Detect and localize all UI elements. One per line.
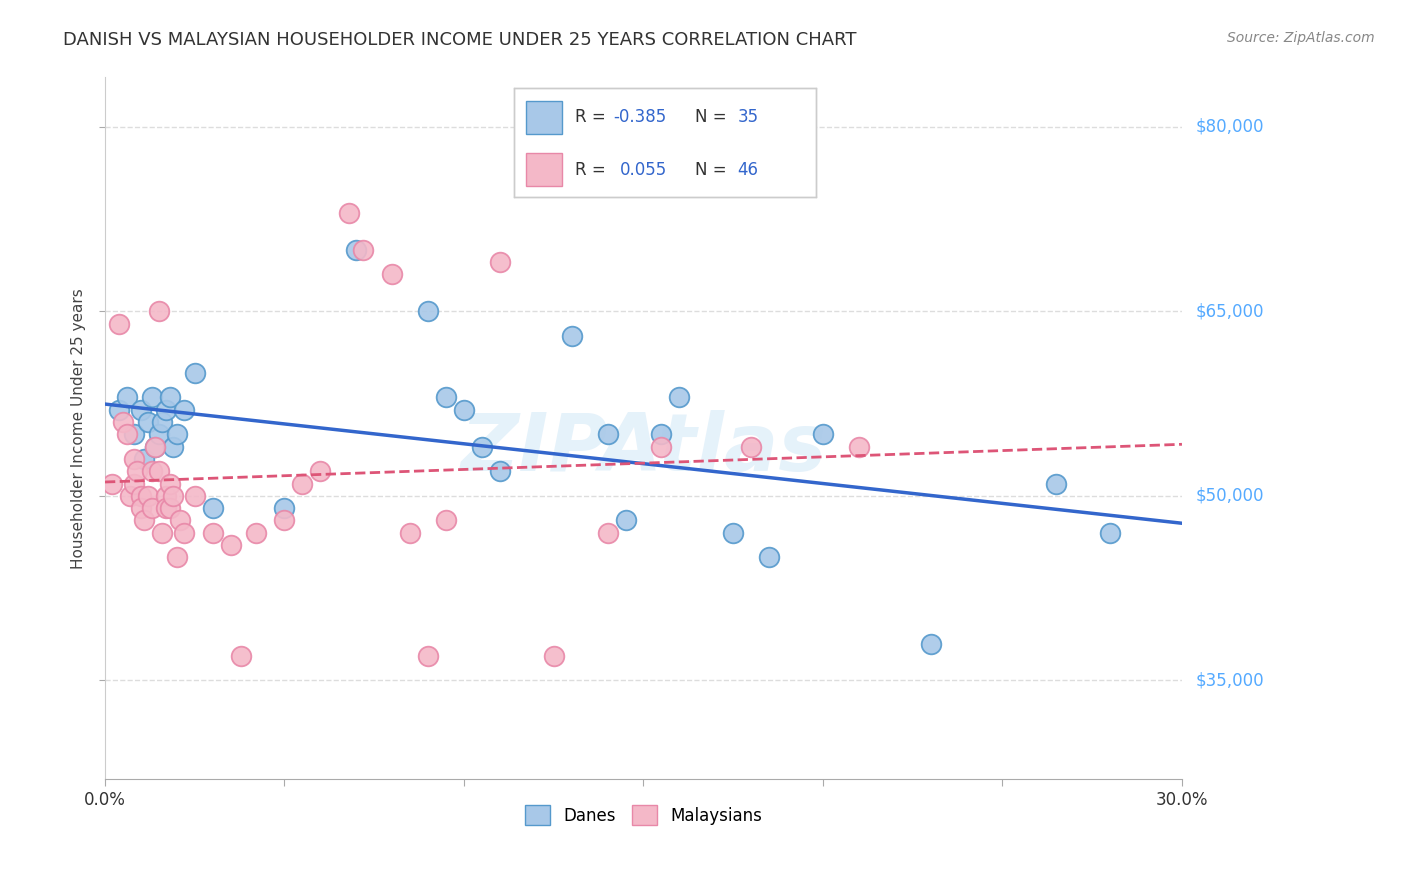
Point [668, 391, 690, 405]
Point [115, 391, 138, 405]
Point [434, 513, 457, 527]
Point [111, 415, 134, 429]
Point [166, 550, 188, 565]
Point [453, 402, 475, 417]
Point [614, 513, 637, 527]
Point [169, 513, 191, 527]
Point [134, 513, 156, 527]
Point [148, 464, 170, 478]
Point [650, 427, 672, 442]
Text: $80,000: $80,000 [1197, 118, 1264, 136]
Point [101, 476, 124, 491]
Point [273, 501, 295, 516]
Point [120, 489, 142, 503]
Point [143, 440, 166, 454]
Point [596, 427, 619, 442]
Point [416, 648, 439, 663]
Point [399, 525, 422, 540]
Point [129, 489, 152, 503]
Point [596, 525, 619, 540]
Point [127, 464, 149, 478]
Point [740, 440, 762, 454]
Point [721, 525, 744, 540]
Point [141, 501, 163, 516]
Point [231, 648, 253, 663]
Point [381, 268, 404, 282]
Text: $50,000: $50,000 [1197, 487, 1264, 505]
Point [136, 415, 159, 429]
Point [159, 476, 181, 491]
Point [184, 489, 207, 503]
Point [758, 550, 780, 565]
Point [155, 402, 177, 417]
Point [489, 255, 512, 269]
Point [920, 636, 942, 650]
Point [134, 452, 156, 467]
Text: $35,000: $35,000 [1197, 672, 1264, 690]
Point [173, 402, 195, 417]
Point [148, 304, 170, 318]
Point [245, 525, 267, 540]
Point [434, 391, 457, 405]
Point [184, 366, 207, 380]
Point [166, 427, 188, 442]
Point [122, 476, 145, 491]
Legend: Danes, Malaysians: Danes, Malaysians [516, 797, 770, 834]
Point [1099, 525, 1122, 540]
Point [159, 391, 181, 405]
Point [152, 415, 174, 429]
Point [148, 427, 170, 442]
Point [201, 501, 224, 516]
Point [273, 513, 295, 527]
Point [159, 501, 181, 516]
Y-axis label: Householder Income Under 25 years: Householder Income Under 25 years [72, 288, 86, 568]
Point [162, 440, 184, 454]
Text: $65,000: $65,000 [1197, 302, 1264, 320]
Point [848, 440, 870, 454]
Point [811, 427, 834, 442]
Point [344, 243, 367, 257]
Point [143, 440, 166, 454]
Point [337, 206, 360, 220]
Point [291, 476, 314, 491]
Point [173, 525, 195, 540]
Point [162, 489, 184, 503]
Point [155, 489, 177, 503]
Point [155, 501, 177, 516]
Point [141, 464, 163, 478]
Point [122, 427, 145, 442]
Point [122, 452, 145, 467]
Point [201, 525, 224, 540]
Point [471, 440, 494, 454]
Point [136, 489, 159, 503]
Point [353, 243, 375, 257]
Text: DANISH VS MALAYSIAN HOUSEHOLDER INCOME UNDER 25 YEARS CORRELATION CHART: DANISH VS MALAYSIAN HOUSEHOLDER INCOME U… [63, 31, 856, 49]
Point [152, 525, 174, 540]
Point [219, 538, 242, 552]
Point [561, 329, 583, 343]
Point [543, 648, 565, 663]
Point [129, 501, 152, 516]
Point [108, 402, 131, 417]
Text: ZIPAtlas: ZIPAtlas [460, 410, 827, 488]
Point [650, 440, 672, 454]
Point [141, 391, 163, 405]
Point [129, 402, 152, 417]
Point [416, 304, 439, 318]
Point [1045, 476, 1067, 491]
Text: Source: ZipAtlas.com: Source: ZipAtlas.com [1227, 31, 1375, 45]
Point [108, 317, 131, 331]
Point [489, 464, 512, 478]
Point [115, 427, 138, 442]
Point [309, 464, 332, 478]
